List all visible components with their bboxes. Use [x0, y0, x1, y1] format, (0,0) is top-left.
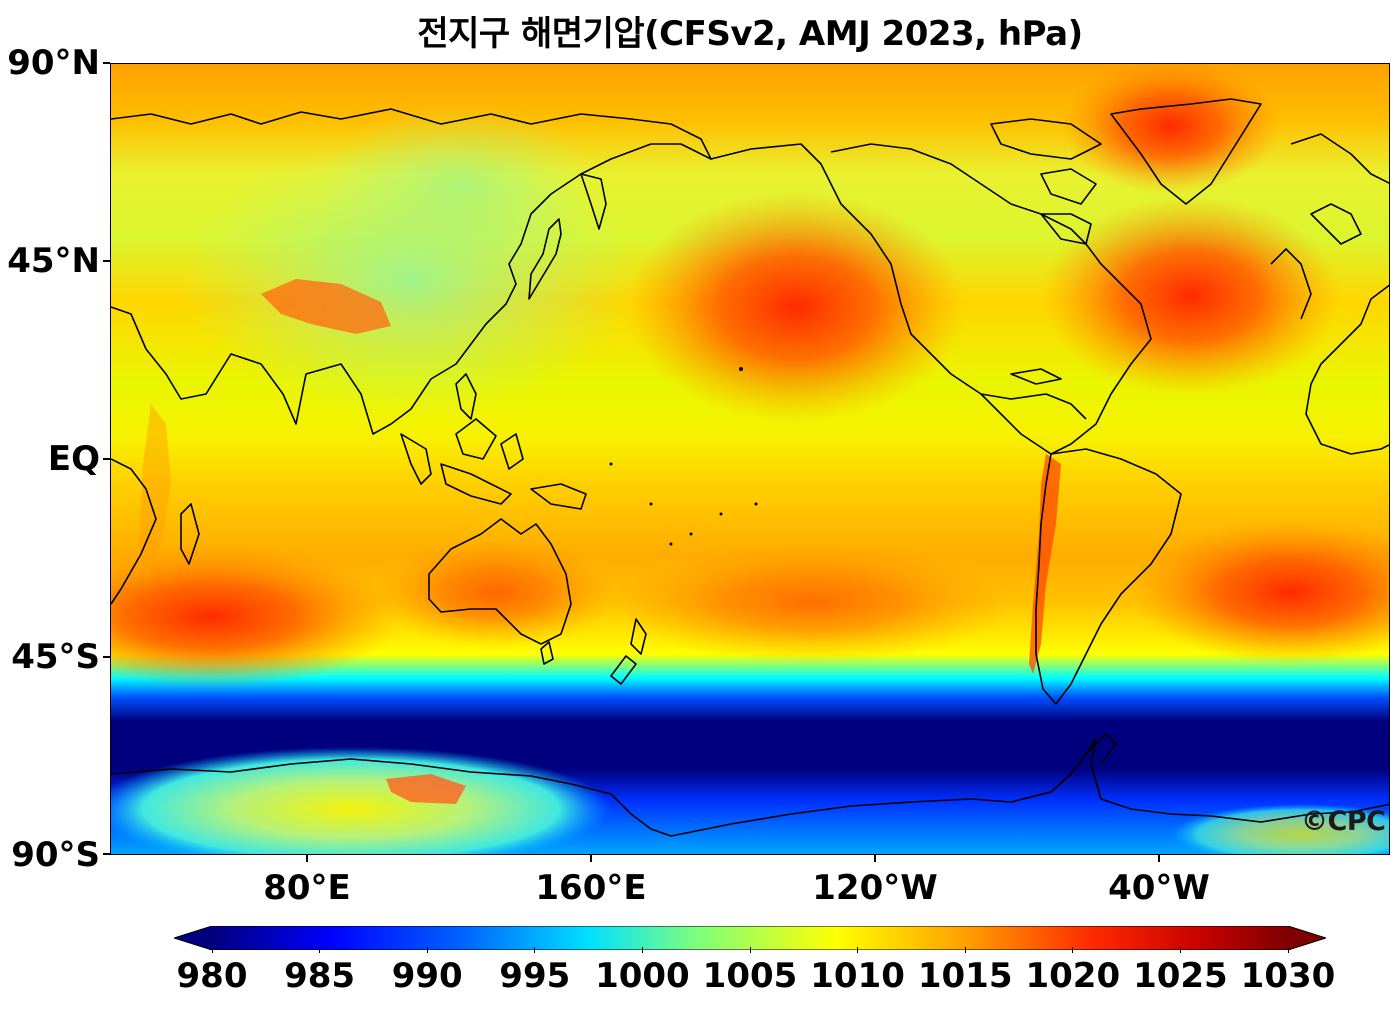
y-tick-label: 45°N [7, 241, 100, 281]
x-tick-mark [306, 855, 308, 862]
y-tick-label: 45°S [11, 637, 100, 677]
x-tick-mark [874, 855, 876, 862]
pressure-field [111, 64, 1389, 854]
colorbar-tick-mark [857, 947, 859, 953]
ocpc-watermark: ©CPC [1301, 806, 1386, 837]
andes-ridge [1029, 454, 1061, 674]
high-south-indian [111, 545, 401, 689]
colorbar-tick-mark [319, 947, 321, 953]
x-tick-label: 120°W [812, 868, 938, 908]
colorbar-tick-mark [1287, 947, 1289, 953]
high-greenland [1061, 64, 1281, 194]
colorbar-tick-label: 1030 [1240, 956, 1336, 996]
high-australia [376, 539, 616, 649]
colorbar-tick-mark [1072, 947, 1074, 953]
antarctic-east [1171, 804, 1389, 854]
colorbar-extend-low [174, 926, 212, 950]
y-tick-label: 90°S [11, 835, 100, 875]
colorbar-tick-label: 985 [284, 956, 356, 996]
colorbar-tick-label: 1010 [810, 956, 905, 996]
tibet-high-terrain [261, 279, 391, 334]
colorbar-tick-mark [426, 947, 428, 953]
colorbar-tick-mark [1179, 947, 1181, 953]
colorbar-tick-label: 1020 [1025, 956, 1121, 996]
colorbar-tick-label: 1005 [702, 956, 798, 996]
map-title: 전지구 해면기압(CFSv2, AMJ 2023, hPa) [417, 14, 1083, 54]
high-north-pacific [626, 192, 966, 422]
y-tick-mark [103, 853, 110, 855]
x-tick-label: 160°E [535, 868, 647, 908]
y-tick-mark [103, 656, 110, 658]
y-tick-label: EQ [47, 439, 100, 479]
antarctic-plateau [386, 774, 466, 804]
colorbar-tick-label: 1000 [595, 956, 690, 996]
high-south-atlantic [1131, 520, 1389, 664]
islands [609, 367, 758, 546]
y-tick-mark [103, 260, 110, 262]
high-azores [1041, 196, 1341, 396]
y-tick-label: 90°N [7, 43, 100, 83]
colorbar-tick-label: 1015 [917, 956, 1013, 996]
low-siberia [321, 104, 601, 264]
colorbar-gradient [212, 926, 1288, 950]
colorbar-tick-mark [749, 947, 751, 953]
colorbar-tick-mark [211, 947, 213, 953]
x-tick-mark [590, 855, 592, 862]
x-tick-label: 40°W [1108, 868, 1210, 908]
colorbar-tick-label: 990 [391, 956, 463, 996]
high-south-pacific [611, 544, 1011, 664]
colorbar-tick-mark [534, 947, 536, 953]
colorbar-tick-mark [641, 947, 643, 953]
pressure-map: ©CPC [110, 63, 1390, 855]
colorbar-tick-mark [964, 947, 966, 953]
y-tick-mark [103, 458, 110, 460]
x-tick-mark [1158, 855, 1160, 862]
x-tick-label: 80°E [263, 868, 351, 908]
colorbar-tick-label: 980 [176, 956, 248, 996]
colorbar-tick-label: 995 [499, 956, 571, 996]
y-tick-mark [103, 62, 110, 64]
colorbar-extend-high [1288, 926, 1326, 950]
colorbar [174, 926, 1326, 950]
colorbar-tick-label: 1025 [1133, 956, 1228, 996]
coastlines [111, 98, 1389, 837]
